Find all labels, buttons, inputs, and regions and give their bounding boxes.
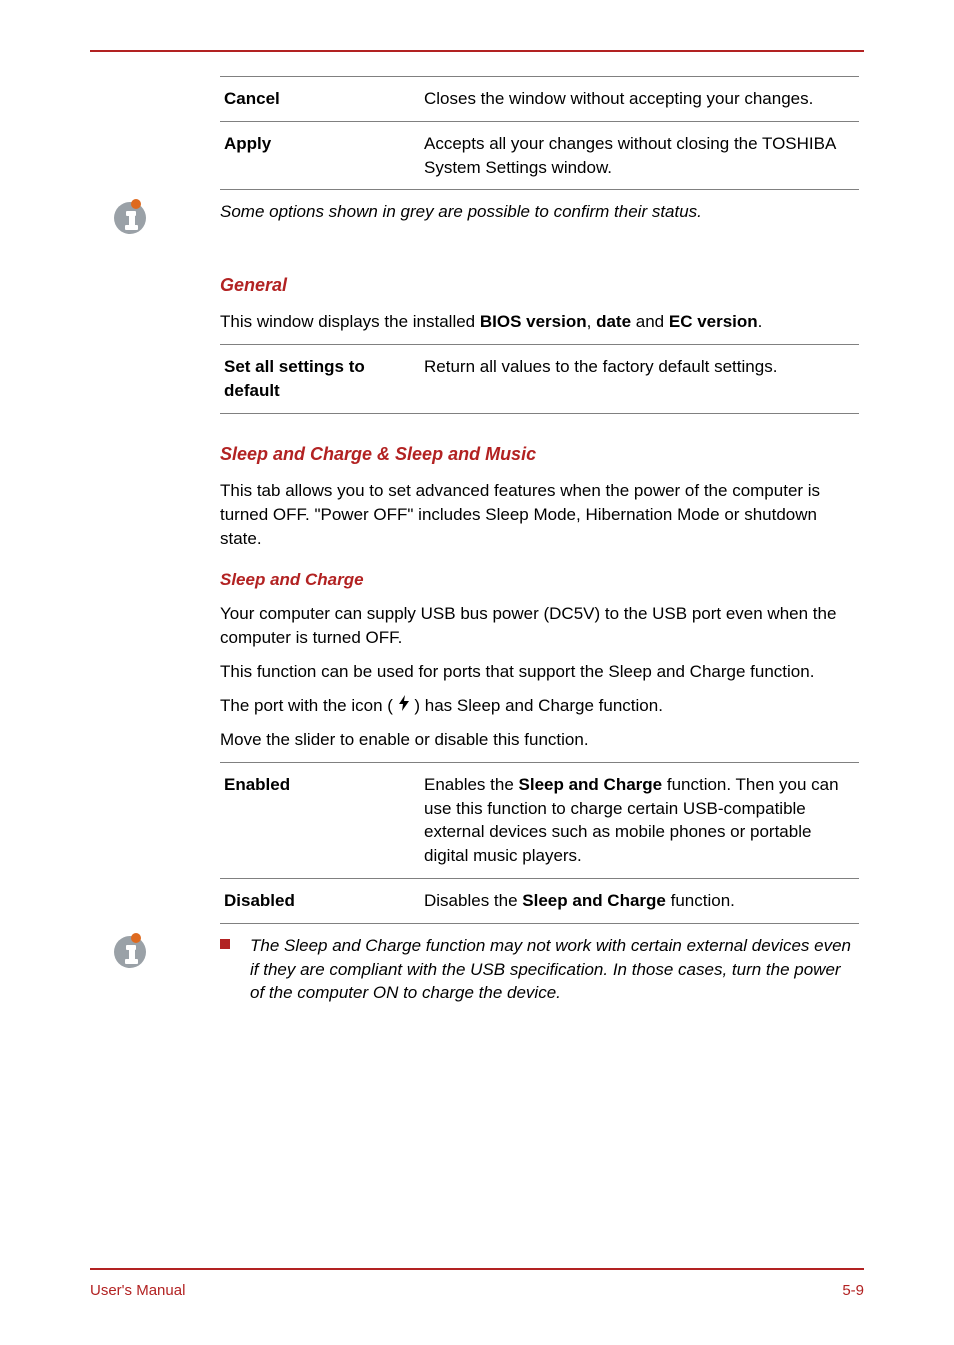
text-bold: Sleep and Charge bbox=[522, 891, 666, 910]
text-bold: Sleep and Charge bbox=[519, 775, 663, 794]
text-bold: BIOS version bbox=[480, 312, 587, 331]
text-fragment: This window displays the installed bbox=[220, 312, 480, 331]
text-fragment: and bbox=[631, 312, 669, 331]
term-cancel: Cancel bbox=[220, 77, 420, 122]
desc-enabled: Enables the Sleep and Charge function. T… bbox=[420, 762, 859, 878]
term-disabled: Disabled bbox=[220, 878, 420, 923]
page-footer: User's Manual 5-9 bbox=[90, 1268, 864, 1301]
note-text-1: Some options shown in grey are possible … bbox=[220, 196, 864, 224]
table-row: Cancel Closes the window without accepti… bbox=[220, 77, 859, 122]
text-fragment: The port with the icon ( bbox=[220, 696, 398, 715]
table-row: Apply Accepts all your changes without c… bbox=[220, 121, 859, 190]
text-fragment: function. bbox=[666, 891, 735, 910]
heading-general: General bbox=[220, 273, 859, 298]
term-set-default: Set all settings to default bbox=[220, 345, 420, 414]
term-apply: Apply bbox=[220, 121, 420, 190]
text-bold: date bbox=[596, 312, 631, 331]
sleep-charge-p3: The port with the icon ( ) has Sleep and… bbox=[220, 694, 859, 718]
sleep-charge-p1: Your computer can supply USB bus power (… bbox=[220, 602, 859, 650]
table-row: Enabled Enables the Sleep and Charge fun… bbox=[220, 762, 859, 878]
table-row: Set all settings to default Return all v… bbox=[220, 345, 859, 414]
heading-sleep-charge: Sleep and Charge bbox=[220, 568, 859, 592]
general-table: Set all settings to default Return all v… bbox=[220, 344, 859, 414]
general-intro: This window displays the installed BIOS … bbox=[220, 310, 859, 334]
text-fragment: Disables the bbox=[424, 891, 522, 910]
footer-rule bbox=[90, 1268, 864, 1270]
desc-apply: Accepts all your changes without closing… bbox=[420, 121, 859, 190]
top-rule bbox=[90, 50, 864, 52]
lightning-icon bbox=[398, 694, 410, 718]
button-definitions-table: Cancel Closes the window without accepti… bbox=[220, 76, 859, 190]
text-fragment: , bbox=[587, 312, 596, 331]
sleep-charge-p4: Move the slider to enable or disable thi… bbox=[220, 728, 859, 752]
heading-sleep-music: Sleep and Charge & Sleep and Music bbox=[220, 442, 859, 467]
note-text-2: The Sleep and Charge function may not wo… bbox=[250, 934, 859, 1005]
text-bold: EC version bbox=[669, 312, 758, 331]
text-fragment: . bbox=[758, 312, 763, 331]
sleep-charge-table: Enabled Enables the Sleep and Charge fun… bbox=[220, 762, 859, 924]
desc-cancel: Closes the window without accepting your… bbox=[420, 77, 859, 122]
bullet-square-icon bbox=[220, 939, 230, 949]
info-note-1: Some options shown in grey are possible … bbox=[90, 196, 864, 243]
text-fragment: Enables the bbox=[424, 775, 519, 794]
desc-set-default: Return all values to the factory default… bbox=[420, 345, 859, 414]
desc-disabled: Disables the Sleep and Charge function. bbox=[420, 878, 859, 923]
footer-left: User's Manual bbox=[90, 1280, 185, 1301]
info-icon bbox=[110, 930, 150, 977]
footer-right: 5-9 bbox=[842, 1280, 864, 1301]
info-icon bbox=[110, 196, 150, 243]
sleep-charge-p2: This function can be used for ports that… bbox=[220, 660, 859, 684]
info-note-2: The Sleep and Charge function may not wo… bbox=[90, 930, 864, 1005]
table-row: Disabled Disables the Sleep and Charge f… bbox=[220, 878, 859, 923]
text-fragment: ) has Sleep and Charge function. bbox=[410, 696, 663, 715]
sleep-section-para: This tab allows you to set advanced feat… bbox=[220, 479, 859, 550]
term-enabled: Enabled bbox=[220, 762, 420, 878]
